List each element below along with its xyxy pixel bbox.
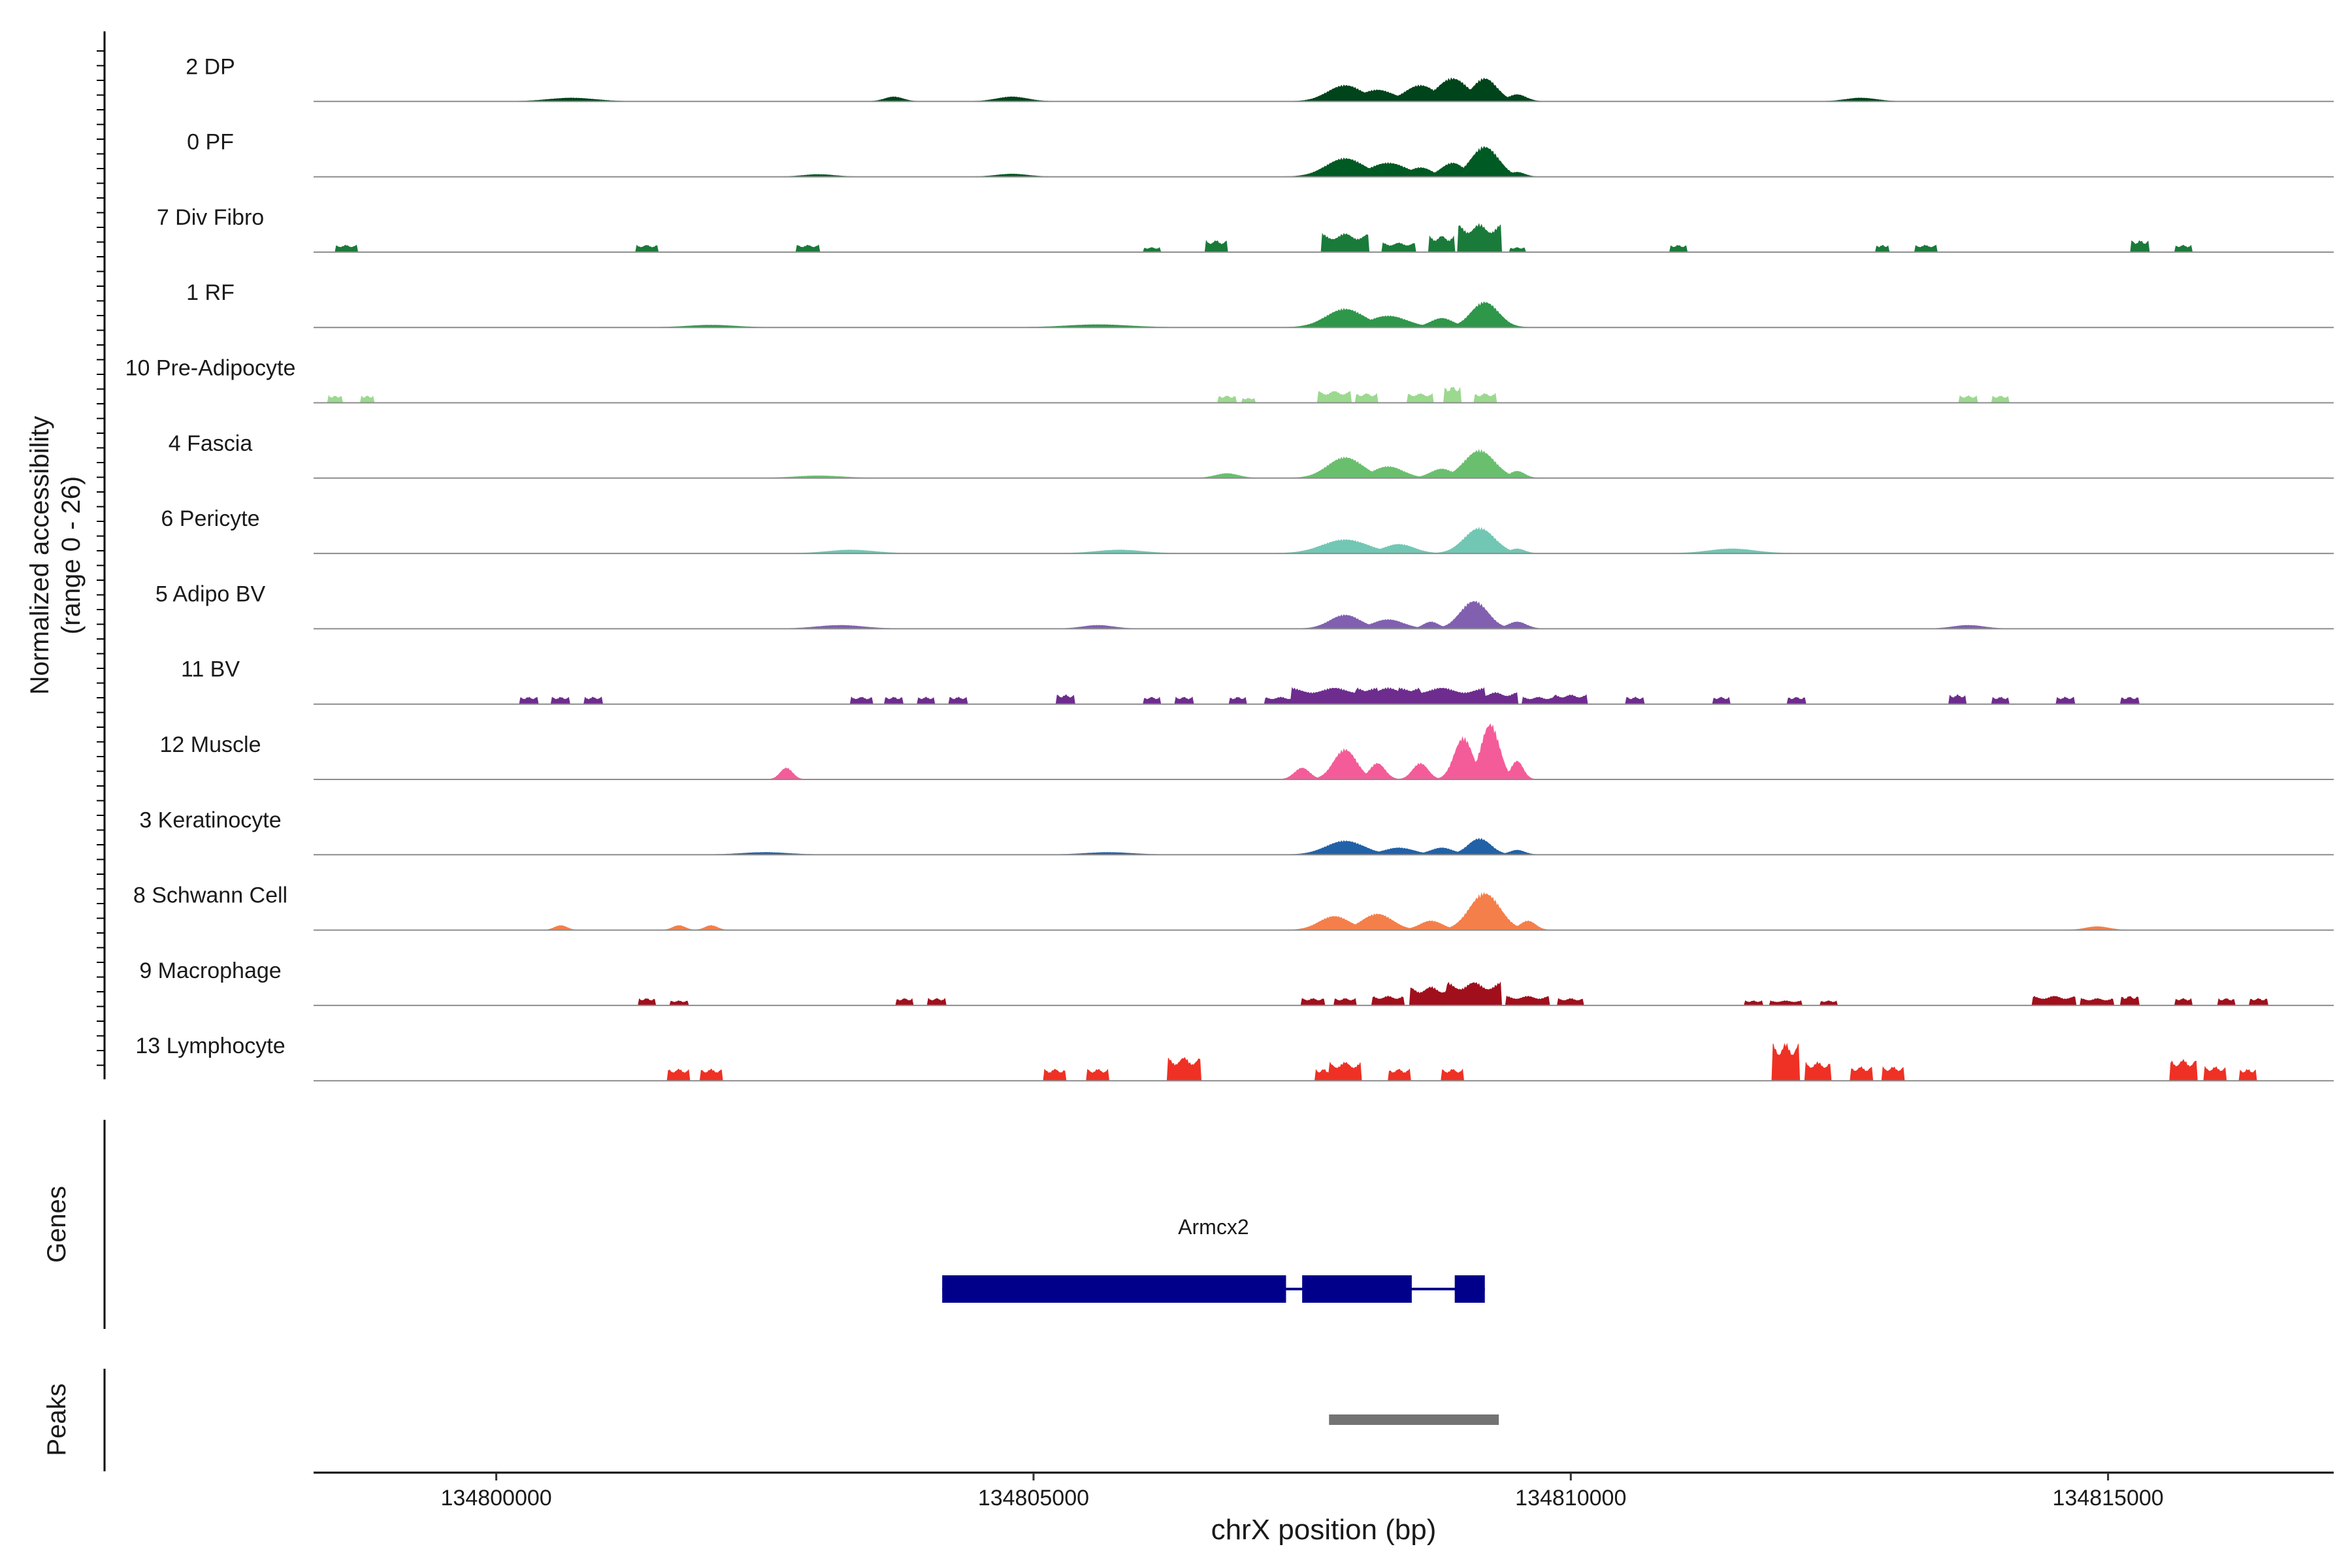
y-axis-ticks [97, 50, 105, 1066]
peak-regions [1329, 1414, 1499, 1425]
coverage-area [314, 449, 2334, 479]
track-9: 11 BV [181, 657, 2334, 705]
track-8: 5 Adipo BV [155, 581, 2334, 630]
coverage-area [314, 981, 2334, 1006]
coverage-area [314, 146, 2334, 178]
track-14: 13 Lymphocyte [135, 1034, 2334, 1082]
track-10: 12 Muscle [160, 723, 2334, 780]
track-label: 3 Keratinocyte [139, 808, 281, 832]
coverage-area [314, 301, 2334, 328]
track-label: 12 Muscle [160, 732, 261, 757]
track-label: 4 Fascia [169, 431, 253, 456]
gene-exon [942, 1275, 1286, 1303]
track-label: 9 Macrophage [139, 958, 281, 983]
track-12: 8 Schwann Cell [133, 883, 2334, 931]
track-label: 2 DP [186, 54, 235, 79]
track-label: 0 PF [187, 130, 234, 155]
track-4: 1 RF [186, 280, 2334, 329]
gene-track [942, 1275, 1485, 1303]
track-label: 13 Lymphocyte [135, 1034, 285, 1058]
x-tick-label: 134805000 [978, 1486, 1089, 1511]
track-2: 0 PF [187, 130, 2334, 178]
gene-exon [1454, 1275, 1485, 1303]
track-6: 4 Fascia [169, 431, 2334, 479]
track-11: 3 Keratinocyte [139, 808, 2334, 856]
genes-axis-label: Genes [42, 1186, 71, 1263]
coverage-tracks: 2 DP 0 PF 7 Div Fibro 1 RF 10 Pre-Adipocyte 4… [125, 54, 2334, 1082]
track-label: 11 BV [181, 657, 240, 682]
track-label: 6 Pericyte [161, 506, 259, 531]
x-axis-ticks: 134800000 134805000 134810000 134815000 [441, 1473, 2164, 1511]
coverage-area [314, 223, 2334, 253]
coverage-area [314, 77, 2334, 102]
coverage-area [314, 527, 2334, 554]
track-7: 6 Pericyte [161, 506, 2334, 555]
track-3: 7 Div Fibro [157, 205, 2334, 253]
track-label: 1 RF [186, 280, 235, 305]
coverage-area [314, 723, 2334, 780]
x-tick-label: 134815000 [2053, 1486, 2164, 1511]
gene-name-label: Armcx2 [1178, 1215, 1249, 1239]
coverage-area [314, 838, 2334, 855]
x-tick-label: 134810000 [1515, 1486, 1626, 1511]
peaks-axis-label: Peaks [42, 1383, 71, 1456]
x-axis-label: chrX position (bp) [1211, 1514, 1437, 1546]
track-label: 8 Schwann Cell [133, 883, 287, 908]
track-13: 9 Macrophage [139, 958, 2334, 1006]
coverage-area [314, 1043, 2334, 1081]
coverage-area [314, 687, 2334, 705]
track-label: 5 Adipo BV [155, 581, 266, 606]
gene-exon [1302, 1275, 1412, 1303]
coverage-area [314, 386, 2334, 403]
coverage-area [314, 892, 2334, 931]
y-axis-label-line1: Normalized accessibility [25, 416, 54, 695]
track-label: 10 Pre-Adipocyte [125, 356, 296, 381]
y-axis-label-line2: (range 0 - 26) [57, 476, 86, 634]
track-label: 7 Div Fibro [157, 205, 264, 230]
x-tick-label: 134800000 [441, 1486, 552, 1511]
track-5: 10 Pre-Adipocyte [125, 356, 2334, 404]
track-1: 2 DP [186, 54, 2334, 103]
coverage-area [314, 600, 2334, 629]
peak-region-bar [1329, 1414, 1499, 1425]
